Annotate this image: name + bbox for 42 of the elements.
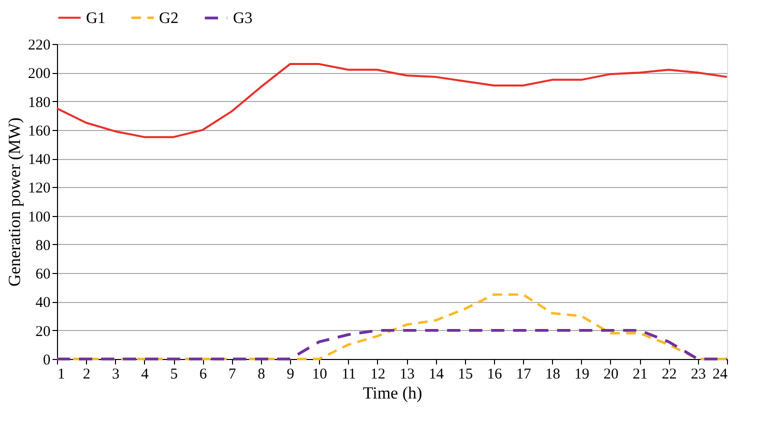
y-tick-label: 80: [36, 238, 50, 254]
x-tick-label: 5: [170, 366, 178, 382]
y-tick-label: 60: [36, 266, 50, 283]
x-tick-label: 15: [458, 366, 473, 382]
x-tick-label: 18: [545, 366, 560, 382]
x-tick-label: 6: [199, 366, 208, 382]
x-tick-label: 22: [662, 366, 677, 382]
x-tick-label: 23: [690, 366, 706, 382]
x-tick-label: 4: [141, 366, 150, 382]
x-tick-label: 3: [112, 366, 120, 382]
y-tick-label: 160: [28, 123, 50, 140]
line-series: [56, 63, 728, 138]
y-tick-label: 0: [43, 352, 50, 368]
x-tick-label: 7: [228, 366, 237, 382]
y-tick-label: 20: [36, 324, 50, 340]
x-tick-label: 14: [428, 366, 444, 382]
y-tick-label: 120: [28, 180, 50, 197]
y-tick-label: 180: [28, 94, 50, 111]
y-tick-label: 140: [28, 152, 50, 168]
x-tick-label: 13: [400, 366, 415, 382]
x-tick-label: 19: [574, 366, 590, 382]
x-tick-label: 8: [258, 366, 266, 382]
y-tick-label: 40: [36, 295, 50, 312]
x-tick-label: 9: [286, 366, 294, 382]
y-tick-label: 200: [28, 66, 50, 82]
legend-label: G3: [233, 10, 253, 27]
legend-label: G1: [86, 10, 106, 27]
x-tick-label: 20: [603, 366, 618, 382]
y-axis-title: Generation power (MW): [5, 118, 24, 286]
x-tick-label: 1: [58, 366, 65, 382]
x-axis-title: Time (h): [362, 384, 422, 402]
x-tick-label: 2: [82, 366, 90, 382]
legend-label: G2: [159, 10, 179, 27]
y-tick-label: 220: [28, 38, 50, 54]
x-tick-label: 24: [712, 366, 728, 382]
x-tick-label: 21: [632, 366, 648, 382]
x-tick-label: 17: [516, 366, 532, 382]
x-tick-label: 10: [312, 366, 328, 382]
x-tick-label: 16: [486, 366, 502, 382]
x-tick-label: 11: [342, 366, 356, 382]
x-tick-label: 12: [370, 366, 386, 382]
y-tick-label: 100: [28, 209, 50, 226]
